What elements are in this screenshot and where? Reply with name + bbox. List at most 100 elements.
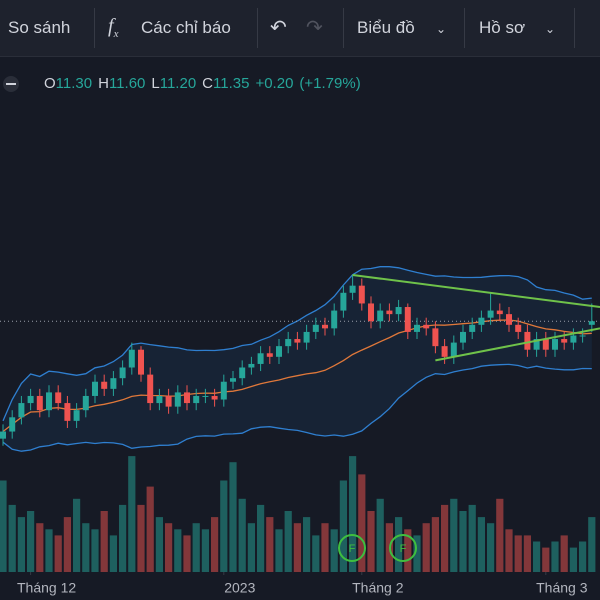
candle-body [165, 395, 172, 407]
candle-body [404, 307, 411, 332]
candle-body [358, 285, 365, 304]
candle-body [588, 321, 595, 325]
volume-bar [36, 523, 44, 572]
candle-body [156, 395, 163, 404]
volume-bar [266, 517, 274, 572]
candle-body [211, 395, 218, 400]
candle-body [561, 339, 568, 343]
dropdown-arrow: ⌄ [436, 22, 447, 36]
legend-value: 11.35 [213, 75, 249, 92]
profile-button[interactable]: Hồ sơ [479, 18, 526, 37]
candle-body [230, 378, 236, 382]
candle-body [506, 314, 512, 325]
candle-body [64, 403, 71, 421]
candle-body [27, 395, 34, 404]
candle-body [276, 346, 282, 357]
volume-bar [165, 523, 173, 572]
volume-bar [146, 486, 154, 572]
volume-bar [579, 541, 587, 572]
candle-body [193, 395, 200, 404]
volume-bar [229, 462, 237, 572]
chart-button[interactable]: Biểu đồ [357, 18, 415, 37]
candle-body [340, 292, 347, 311]
volume-bar [533, 541, 541, 572]
volume-bar [8, 504, 16, 572]
volume-bar [339, 480, 347, 572]
volume-bar [551, 541, 559, 572]
volume-bar [183, 535, 191, 572]
candle-body [533, 339, 540, 350]
legend-label: H [98, 75, 109, 92]
candle-body [82, 395, 89, 411]
volume-bar [247, 523, 255, 572]
chart: O11.30 H11.60 L11.20 C11.35 +0.20 (+1.79%) F F T… [0, 75, 600, 600]
volume-bar [321, 523, 329, 572]
volume-bar [257, 504, 265, 572]
volume-bar [238, 498, 246, 572]
trendline [352, 274, 600, 309]
moving-average [2, 319, 592, 433]
volume-bar [63, 517, 71, 572]
legend-change-pct: (+1.79%) [299, 75, 360, 92]
volume-bar [422, 523, 430, 572]
candle-body [174, 392, 181, 407]
volume-bar [477, 517, 485, 572]
legend-label: L [151, 75, 159, 92]
volume-bar [413, 535, 421, 572]
candle-body [322, 324, 328, 329]
candle-body [460, 331, 466, 343]
candle-body [119, 367, 126, 379]
event-marker-icon: F [349, 543, 356, 555]
candle-body [377, 310, 384, 322]
volume-bar [91, 529, 99, 572]
volume-bar [560, 535, 568, 572]
candle-body [220, 381, 227, 400]
volume-bar [468, 504, 476, 572]
candle-body [9, 417, 16, 432]
candle-body [138, 349, 144, 375]
ohlc-legend: O11.30 H11.60 L11.20 C11.35 +0.20 (+1.79%) [44, 75, 361, 92]
volume-bar [523, 535, 531, 572]
candle-body [184, 392, 190, 404]
volume-bar [119, 504, 127, 572]
volume-bar [303, 517, 311, 572]
toolbar: So sánh fx Các chỉ báo ↶ ↷ Biểu đồ ⌄ Hồ … [0, 0, 600, 57]
candle-body [552, 339, 558, 350]
volume-bar [0, 480, 7, 572]
redo-button[interactable]: ↷ [306, 17, 323, 39]
volume-bar [431, 517, 439, 572]
volume-bar [201, 529, 209, 572]
candle-body [55, 392, 62, 404]
time-axis [0, 572, 600, 600]
volume-bar [312, 535, 320, 572]
candle-body [92, 381, 98, 396]
undo-button[interactable]: ↶ [270, 17, 287, 39]
indicators-button[interactable]: Các chỉ báo [141, 18, 231, 37]
candle-body [423, 324, 430, 329]
volume-bar [174, 529, 182, 572]
candle-body [202, 395, 209, 397]
compare-button[interactable]: So sánh [8, 18, 71, 37]
trendline [435, 327, 600, 362]
candle-body [46, 392, 52, 411]
volume-bar [220, 480, 228, 572]
volume-bar [514, 535, 522, 572]
dropdown-arrow: ⌄ [545, 22, 556, 36]
volume-bar [569, 547, 577, 572]
band-lower [2, 363, 592, 452]
legend-toggle-bar [6, 83, 16, 85]
volume-bar [358, 474, 366, 572]
volume-bar [100, 511, 108, 572]
volume-bar [45, 529, 53, 572]
x-tick-label: Tháng 2 [352, 580, 404, 596]
candle-body [239, 367, 246, 379]
candle-body [515, 324, 522, 332]
volume-bar [109, 535, 117, 572]
volume-bar [404, 529, 412, 572]
event-marker [338, 534, 366, 562]
volume-bar [128, 456, 136, 572]
volume-bar [588, 517, 596, 572]
candle-body [18, 403, 25, 418]
candle-body [368, 303, 374, 322]
candle-body [496, 310, 503, 315]
